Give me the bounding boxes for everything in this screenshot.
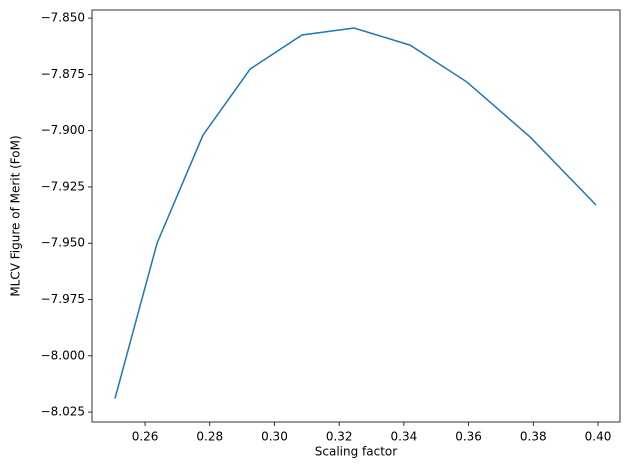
x-axis-label: Scaling factor xyxy=(315,445,397,459)
axes-frame xyxy=(91,9,621,423)
y-tick-label: −7.975 xyxy=(41,292,85,306)
y-tick-label: −7.875 xyxy=(41,67,85,81)
y-tick-label: −7.925 xyxy=(41,179,85,193)
y-tick-label: −7.950 xyxy=(41,236,85,250)
x-tick-label: 0.34 xyxy=(391,430,418,444)
y-tick-label: −8.025 xyxy=(41,405,85,419)
x-tick-label: 0.36 xyxy=(455,430,482,444)
x-tick-label: 0.28 xyxy=(196,430,223,444)
y-tick-label: −8.000 xyxy=(41,348,85,362)
y-tick-label: −7.900 xyxy=(41,123,85,137)
x-tick-label: 0.26 xyxy=(132,430,159,444)
y-axis-label: MLCV Figure of Merit (FoM) xyxy=(9,135,23,296)
data-line xyxy=(114,27,597,399)
x-tick-label: 0.30 xyxy=(261,430,288,444)
x-tick-label: 0.38 xyxy=(520,430,547,444)
y-tick-label: −7.850 xyxy=(41,11,85,25)
x-tick-label: 0.32 xyxy=(326,430,353,444)
x-tick-label: 0.40 xyxy=(585,430,612,444)
